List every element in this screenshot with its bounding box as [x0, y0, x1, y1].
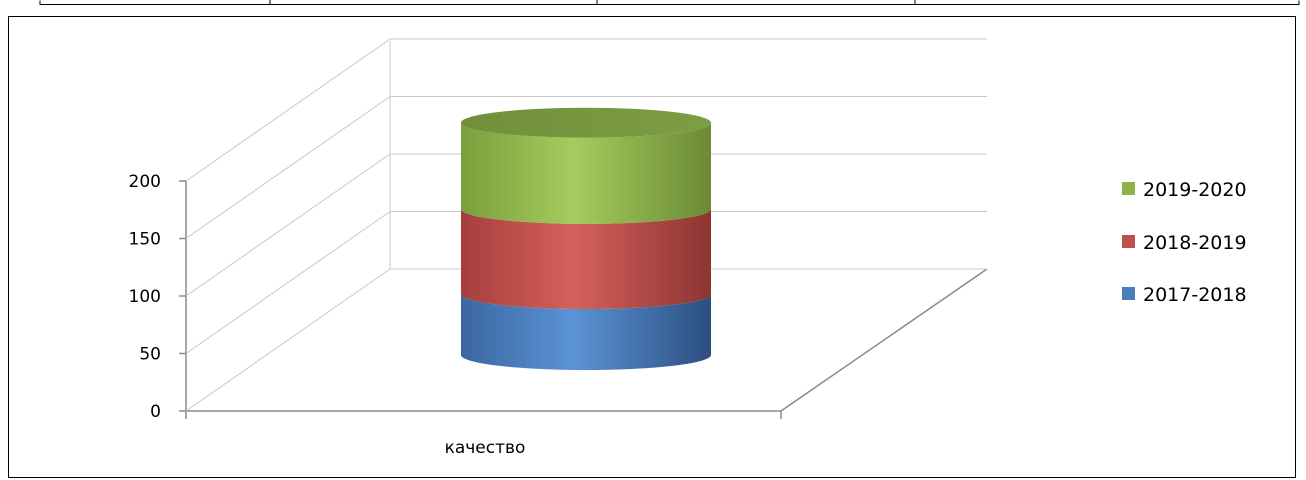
y-tick-label: 150	[129, 230, 161, 250]
y-tick-marks	[179, 180, 186, 412]
cylinder-segment-2017-2018	[461, 294, 711, 370]
cylinder-segment-2019-2020	[461, 122, 711, 224]
legend: 2019-2020 2018-2019 2017-2018	[1122, 179, 1247, 306]
chart-frame: 0 50 100 150 200 качество 2019-2020 2018…	[8, 16, 1296, 478]
x-category-label: качество	[445, 438, 526, 458]
legend-item: 2018-2019	[1122, 232, 1247, 254]
gridline-side	[185, 96, 391, 239]
gridline-side	[185, 268, 391, 412]
stacked-cylinder	[461, 107, 711, 370]
legend-label: 2017-2018	[1143, 284, 1247, 306]
legend-swatch-2017-2018	[1122, 287, 1135, 300]
stacked-cylinder-chart: 0 50 100 150 200 качество 2019-2020 2018…	[129, 38, 1247, 458]
gridline-side	[185, 211, 391, 354]
table-border-strip	[39, 0, 1300, 5]
floor-right-edge	[780, 268, 988, 412]
legend-item: 2017-2018	[1122, 284, 1247, 306]
legend-label: 2019-2020	[1143, 179, 1247, 201]
y-tick-label: 0	[150, 402, 161, 422]
legend-item: 2019-2020	[1122, 179, 1247, 201]
y-tick-labels: 0 50 100 150 200	[129, 172, 161, 422]
gridline-side	[185, 38, 391, 182]
gridline-side	[185, 153, 391, 297]
cylinder-segment-2018-2019	[461, 208, 711, 310]
y-tick-label: 100	[129, 287, 161, 307]
legend-label: 2018-2019	[1143, 232, 1247, 254]
legend-swatch-2018-2019	[1122, 235, 1135, 248]
y-tick-label: 50	[139, 345, 161, 365]
legend-swatch-2019-2020	[1122, 182, 1135, 195]
cylinder-top	[461, 107, 711, 138]
y-tick-label: 200	[129, 172, 161, 192]
